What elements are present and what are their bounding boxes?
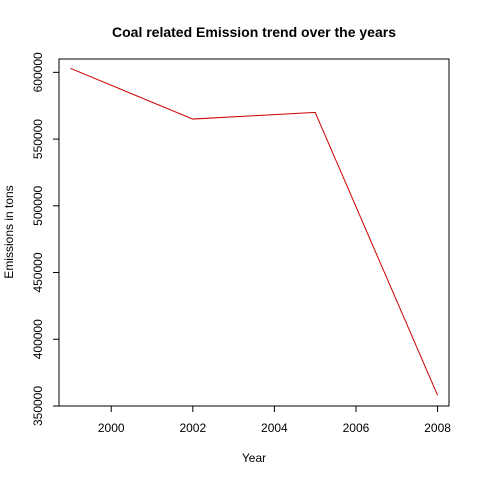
x-axis: 2000 2002 2004 2006 2008	[98, 406, 451, 435]
series-layer	[70, 67, 439, 396]
y-tick-label-550000: 550000	[31, 119, 45, 159]
y-axis: 350000 400000 450000 500000 550000 600000	[31, 52, 59, 426]
x-tick-label-2008: 2008	[424, 421, 451, 435]
y-tick-label-450000: 450000	[31, 252, 45, 292]
chart-title: Coal related Emission trend over the yea…	[112, 24, 396, 40]
y-tick-label-600000: 600000	[31, 52, 45, 92]
x-axis-label: Year	[242, 451, 266, 465]
x-tick-label-2002: 2002	[179, 421, 206, 435]
plot-frame	[58, 58, 450, 407]
y-tick-label-500000: 500000	[31, 185, 45, 225]
x-tick-label-2000: 2000	[98, 421, 125, 435]
y-tick-label-400000: 400000	[31, 319, 45, 359]
x-tick-label-2004: 2004	[261, 421, 288, 435]
x-tick-label-2006: 2006	[343, 421, 370, 435]
y-axis-label: Emissions in tons	[2, 185, 16, 278]
series-line-0	[70, 67, 439, 396]
y-tick-label-350000: 350000	[31, 386, 45, 426]
